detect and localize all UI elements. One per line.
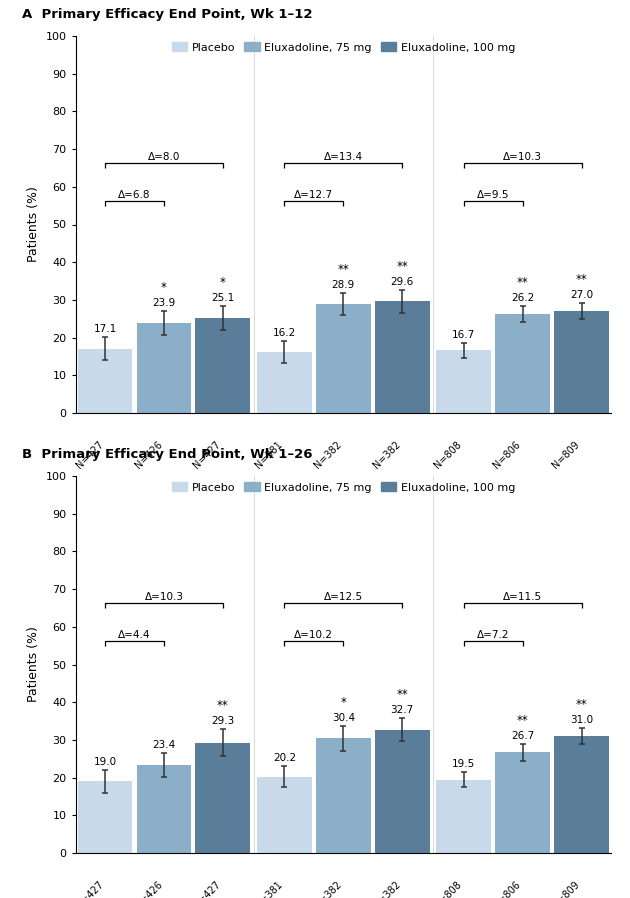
Text: Δ=12.7: Δ=12.7	[294, 190, 333, 200]
Bar	[375, 730, 430, 853]
Bar	[437, 779, 491, 853]
Text: IBS-3001 Trial: IBS-3001 Trial	[115, 481, 213, 494]
Text: Δ=13.4: Δ=13.4	[324, 153, 363, 163]
Bar	[375, 302, 430, 413]
Text: N=808: N=808	[433, 879, 464, 898]
Bar	[77, 348, 132, 413]
Text: 20.2: 20.2	[273, 753, 296, 763]
Text: Δ=4.4: Δ=4.4	[118, 630, 151, 640]
Text: N=806: N=806	[492, 439, 523, 471]
Text: 26.2: 26.2	[511, 294, 534, 304]
Text: N=809: N=809	[551, 879, 581, 898]
Text: N=427: N=427	[192, 439, 223, 471]
Text: Δ=9.5: Δ=9.5	[477, 190, 510, 200]
Text: 28.9: 28.9	[332, 280, 355, 290]
Text: N=426: N=426	[133, 879, 164, 898]
Text: 19.5: 19.5	[452, 759, 476, 769]
Text: 30.4: 30.4	[332, 713, 355, 724]
Text: 31.0: 31.0	[570, 715, 593, 726]
Text: **: **	[396, 689, 408, 701]
Text: **: **	[517, 714, 529, 727]
Text: Δ=10.3: Δ=10.3	[144, 593, 183, 603]
Text: 29.3: 29.3	[211, 717, 234, 726]
Text: N=427: N=427	[74, 879, 105, 898]
Text: **: **	[576, 273, 588, 286]
Text: N=427: N=427	[74, 439, 105, 471]
Bar	[495, 314, 550, 413]
Text: **: **	[576, 699, 588, 711]
Text: 19.0: 19.0	[93, 757, 117, 767]
Text: N=382: N=382	[371, 439, 402, 471]
Bar	[195, 743, 250, 853]
Text: A  Primary Efficacy End Point, Wk 1–12: A Primary Efficacy End Point, Wk 1–12	[22, 8, 312, 21]
Text: N=809: N=809	[551, 439, 581, 471]
Text: Δ=6.8: Δ=6.8	[118, 190, 151, 200]
Bar	[137, 323, 192, 413]
Text: 16.7: 16.7	[452, 330, 476, 339]
Text: **: **	[517, 277, 529, 289]
Text: 27.0: 27.0	[570, 290, 593, 300]
Text: Δ=10.2: Δ=10.2	[294, 630, 333, 640]
Bar	[495, 753, 550, 853]
Text: N=382: N=382	[312, 439, 343, 471]
Text: N=426: N=426	[133, 439, 164, 471]
Bar	[77, 781, 132, 853]
Text: N=808: N=808	[433, 439, 464, 471]
Text: **: **	[396, 260, 408, 273]
Text: IBS-3002 Trial: IBS-3002 Trial	[295, 481, 392, 494]
Bar	[554, 312, 609, 413]
Text: 16.2: 16.2	[273, 329, 296, 339]
Text: 23.4: 23.4	[152, 740, 176, 750]
Text: 23.9: 23.9	[152, 298, 176, 308]
Bar	[137, 765, 192, 853]
Bar	[316, 738, 370, 853]
Text: N=427: N=427	[192, 879, 223, 898]
Bar	[437, 350, 491, 413]
Text: N=382: N=382	[312, 879, 343, 898]
Text: N=806: N=806	[492, 879, 523, 898]
Bar	[195, 319, 250, 413]
Text: 25.1: 25.1	[211, 294, 234, 304]
Y-axis label: Patients (%): Patients (%)	[27, 187, 40, 262]
Text: B  Primary Efficacy End Point, Wk 1–26: B Primary Efficacy End Point, Wk 1–26	[22, 448, 312, 461]
Bar	[257, 352, 312, 413]
Text: 26.7: 26.7	[511, 731, 534, 741]
Text: Δ=12.5: Δ=12.5	[324, 593, 363, 603]
Text: 17.1: 17.1	[93, 324, 117, 334]
Text: Δ=11.5: Δ=11.5	[503, 593, 542, 603]
Text: N=381: N=381	[253, 439, 285, 471]
Text: 29.6: 29.6	[391, 277, 414, 287]
Text: N=382: N=382	[371, 879, 402, 898]
Bar	[316, 304, 370, 413]
Y-axis label: Patients (%): Patients (%)	[27, 627, 40, 702]
Text: *: *	[340, 697, 347, 709]
Legend: Placebo, Eluxadoline, 75 mg, Eluxadoline, 100 mg: Placebo, Eluxadoline, 75 mg, Eluxadoline…	[168, 38, 519, 57]
Text: N=381: N=381	[253, 879, 285, 898]
Text: Pooled Data: Pooled Data	[480, 481, 565, 494]
Text: 32.7: 32.7	[391, 706, 414, 716]
Text: **: **	[217, 700, 229, 712]
Bar	[257, 777, 312, 853]
Legend: Placebo, Eluxadoline, 75 mg, Eluxadoline, 100 mg: Placebo, Eluxadoline, 75 mg, Eluxadoline…	[168, 478, 519, 497]
Text: *: *	[161, 281, 167, 294]
Bar	[554, 736, 609, 853]
Text: Δ=8.0: Δ=8.0	[148, 153, 180, 163]
Text: **: **	[338, 263, 349, 276]
Text: *: *	[220, 277, 226, 289]
Text: Δ=7.2: Δ=7.2	[477, 630, 510, 640]
Text: Δ=10.3: Δ=10.3	[503, 153, 542, 163]
